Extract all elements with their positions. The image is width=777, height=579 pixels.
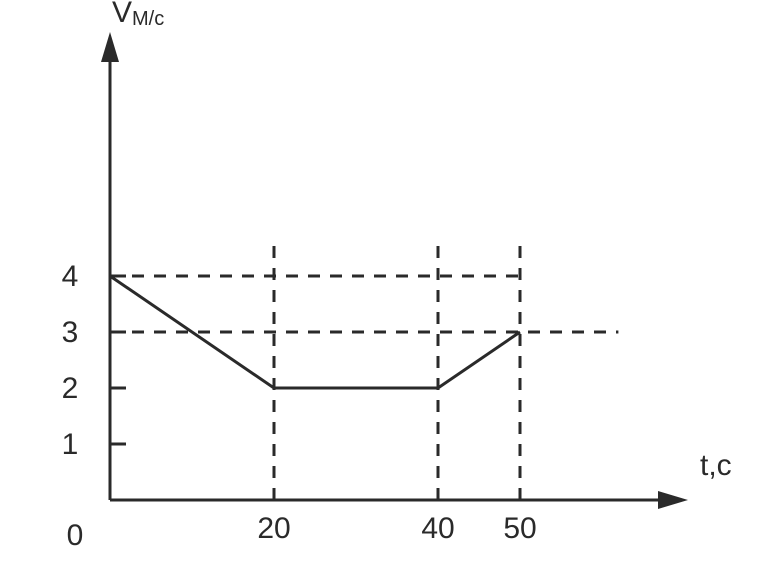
y-tick-label: 3 xyxy=(62,316,79,349)
x-tick-label: 50 xyxy=(503,512,536,545)
y-tick-label: 2 xyxy=(62,372,79,405)
y-tick-label: 1 xyxy=(62,428,79,461)
x-axis-label: t,c xyxy=(700,449,732,482)
y-tick-label: 4 xyxy=(62,260,79,293)
velocity-time-chart: 1 2 3 4 20 40 50 0 VM/c t,c xyxy=(0,0,777,579)
y-axis-arrow xyxy=(101,32,119,62)
x-axis-arrow xyxy=(658,491,688,509)
y-axis-label: VM/c xyxy=(112,0,164,30)
x-tick-label: 20 xyxy=(257,512,290,545)
origin-label: 0 xyxy=(67,519,84,552)
chart-svg: 1 2 3 4 20 40 50 0 VM/c t,c xyxy=(0,0,777,579)
x-tick-label: 40 xyxy=(421,512,454,545)
